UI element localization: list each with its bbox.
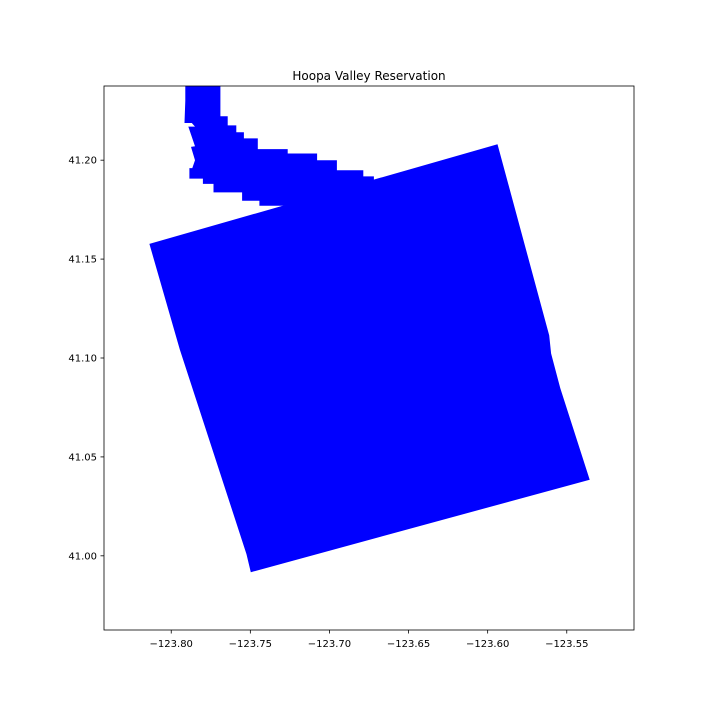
x-tick-label: −123.60 bbox=[466, 639, 509, 650]
y-tick-label: 41.05 bbox=[68, 452, 97, 463]
y-tick-label: 41.10 bbox=[68, 354, 97, 365]
x-tick-label: −123.70 bbox=[308, 639, 351, 650]
chart-title: Hoopa Valley Reservation bbox=[292, 69, 445, 83]
x-tick-label: −123.80 bbox=[150, 639, 193, 650]
x-tick-label: −123.75 bbox=[229, 639, 272, 650]
y-tick-label: 41.00 bbox=[68, 551, 97, 562]
y-tick-label: 41.20 bbox=[68, 156, 97, 167]
x-tick-label: −123.55 bbox=[545, 639, 588, 650]
y-axis: 41.00 41.05 41.10 41.15 41.20 bbox=[68, 156, 104, 562]
x-tick-label: −123.65 bbox=[387, 639, 430, 650]
y-tick-label: 41.15 bbox=[68, 255, 97, 266]
plot-area bbox=[149, 86, 590, 573]
polygon-main-tract bbox=[149, 144, 590, 573]
x-axis: −123.80 −123.75 −123.70 −123.65 −123.60 −123.… bbox=[150, 630, 588, 650]
polygon-northern-extension bbox=[184, 86, 384, 206]
